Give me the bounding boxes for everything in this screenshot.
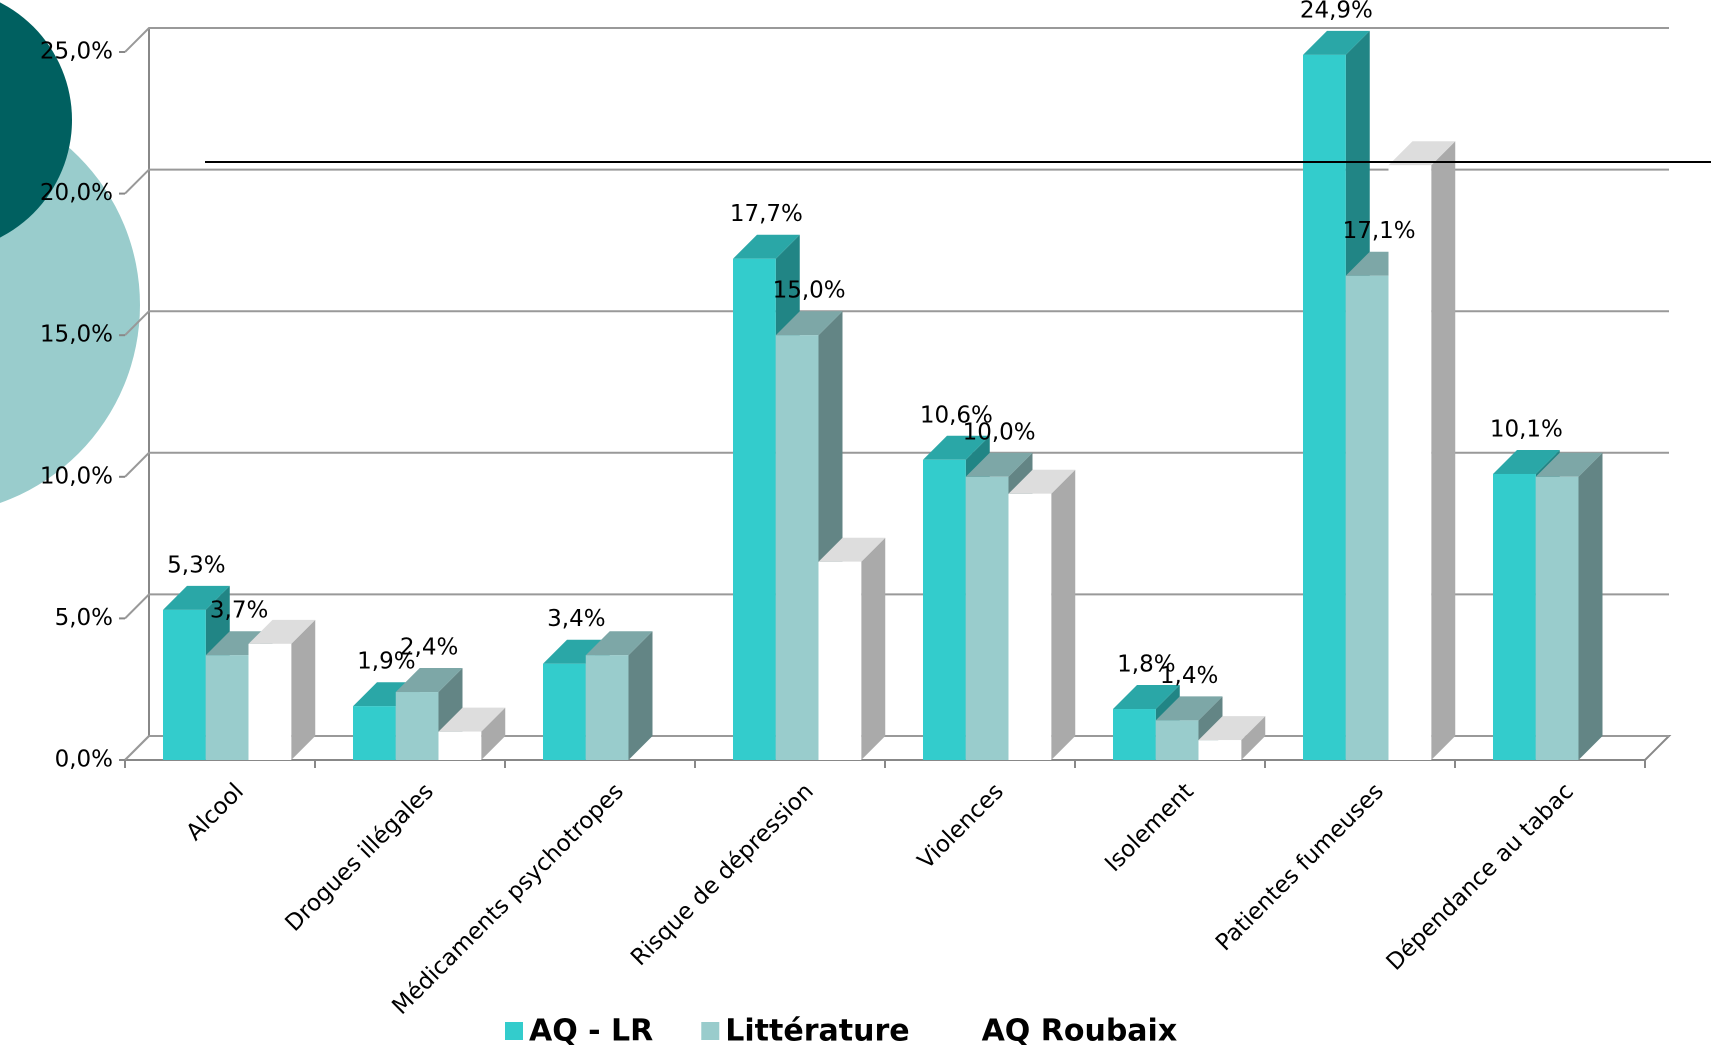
x-tick-label: Médicaments psychotropes (387, 778, 628, 1019)
legend-label: AQ Roubaix (982, 1014, 1178, 1049)
x-tick-label: Patientes fumeuses (1211, 778, 1389, 956)
bar-top (248, 619, 316, 644)
bar (1008, 493, 1052, 760)
bar (1388, 165, 1432, 760)
bar-side (1578, 452, 1603, 760)
bar (395, 692, 439, 760)
grid-line (124, 451, 1669, 478)
bar (1493, 473, 1536, 760)
legend-swatch (957, 1022, 976, 1040)
bar (1155, 720, 1199, 760)
value-label: 1,8% (1117, 652, 1175, 678)
x-tick-label: Drogues illégales (281, 778, 439, 936)
value-label: 3,4% (547, 606, 605, 632)
grid-line (124, 168, 1669, 195)
bar-top (1535, 452, 1603, 477)
bar (438, 731, 482, 760)
bar (1535, 476, 1579, 760)
bar (543, 663, 586, 760)
bar-top (585, 631, 653, 656)
x-tick-label: Isolement (1100, 778, 1199, 877)
bar (205, 655, 249, 760)
plot: 0,0% 5,0% 10,0% 15,0% 20,0% 25,0% Alcool Drogue… (40, 0, 1672, 1020)
legend-label: Littérature (725, 1014, 909, 1049)
value-label: 10,0% (963, 419, 1036, 445)
bar (1198, 740, 1242, 760)
bar-side (1051, 469, 1076, 760)
x-tick-label: Dépendance au tabac (1382, 778, 1579, 975)
value-label: 15,0% (773, 278, 846, 304)
bar (163, 609, 206, 760)
bar (818, 561, 862, 760)
y-tick-label: 25,0% (40, 39, 113, 65)
bar-top (438, 707, 506, 732)
bar-top (1388, 141, 1456, 166)
bar-top (775, 311, 843, 336)
y-tick-label: 15,0% (40, 322, 113, 348)
bar (775, 335, 819, 760)
y-tick-label: 10,0% (40, 463, 113, 489)
bar-top (1493, 449, 1560, 474)
value-label: 2,4% (400, 635, 458, 661)
value-label: 1,4% (1160, 663, 1218, 689)
value-label: 10,1% (1490, 416, 1563, 442)
bar (585, 655, 629, 760)
value-label: 1,9% (357, 649, 415, 675)
bar (248, 643, 292, 760)
bar-side (628, 631, 653, 760)
bar-top (965, 452, 1033, 477)
value-label: 10,6% (920, 402, 993, 428)
bar (1113, 709, 1156, 760)
bar-side (291, 619, 316, 760)
bar-top (395, 668, 463, 693)
decor-circle (0, 2, 72, 238)
x-tick-label: Alcool (181, 778, 248, 845)
value-label: 17,1% (1343, 218, 1416, 244)
bar-side (861, 537, 886, 760)
value-label: 24,9% (1300, 0, 1373, 23)
bar-top (923, 435, 990, 460)
bar-top (1303, 30, 1370, 55)
bar-side (1431, 141, 1456, 760)
legend-swatch (505, 1022, 523, 1040)
bar-top (1113, 685, 1180, 710)
bar-side (1241, 716, 1266, 760)
y-tick-label: 5,0% (55, 605, 113, 631)
bar (733, 258, 776, 760)
grid-line (124, 27, 1669, 53)
bar-top (733, 234, 800, 259)
bar (353, 706, 396, 760)
bar-top (163, 585, 230, 610)
legend-swatch (701, 1022, 720, 1040)
x-tick-label: Violences (913, 778, 1009, 874)
bar-top (1155, 696, 1223, 721)
y-tick-label: 20,0% (40, 180, 113, 206)
bar (923, 459, 966, 760)
value-label: 3,7% (210, 598, 268, 624)
bar (1303, 54, 1346, 760)
grid-line (124, 310, 1669, 336)
value-label: 5,3% (167, 552, 225, 578)
bar (1345, 275, 1389, 760)
legend-label: AQ - LR (529, 1014, 653, 1049)
y-tick-label: 0,0% (55, 747, 113, 773)
bar (965, 476, 1009, 760)
bar-top (818, 537, 886, 562)
bar-side (481, 707, 506, 760)
bar-top (1008, 469, 1076, 494)
bar-top (1198, 716, 1266, 741)
bar-top (543, 639, 610, 664)
x-tick-label: Risque de dépression (626, 778, 819, 971)
grid-line (124, 593, 1669, 620)
value-label: 17,7% (730, 201, 803, 227)
